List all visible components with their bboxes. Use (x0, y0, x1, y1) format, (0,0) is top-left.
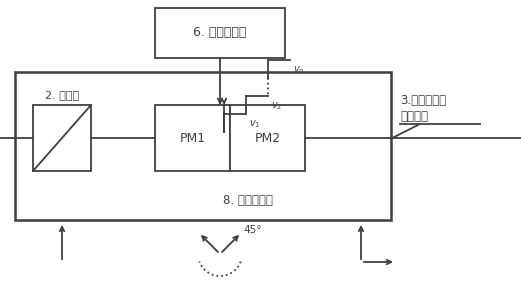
Text: 6. 电压控制器: 6. 电压控制器 (193, 26, 246, 40)
Text: 45°: 45° (243, 225, 262, 235)
Text: $v_1$: $v_1$ (249, 118, 260, 130)
Text: PM1: PM1 (179, 132, 206, 145)
Text: PM2: PM2 (254, 132, 281, 145)
Bar (15, 72, 391, 220)
Text: 3.两级级联相: 3.两级级联相 (400, 94, 446, 107)
Text: $v_2$: $v_2$ (271, 100, 282, 112)
Text: $v_n$: $v_n$ (293, 64, 305, 76)
Bar (155, 8, 285, 58)
Bar (33, 105, 91, 171)
Text: 位调制器: 位调制器 (400, 110, 428, 122)
Bar (230, 105, 305, 171)
Text: 8. 偏振发生器: 8. 偏振发生器 (223, 194, 273, 206)
Text: 2. 起偏器: 2. 起偏器 (45, 90, 79, 100)
Bar (155, 105, 230, 171)
